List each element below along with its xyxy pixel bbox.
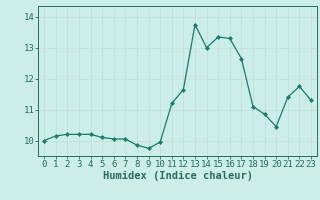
X-axis label: Humidex (Indice chaleur): Humidex (Indice chaleur) [103, 171, 252, 181]
